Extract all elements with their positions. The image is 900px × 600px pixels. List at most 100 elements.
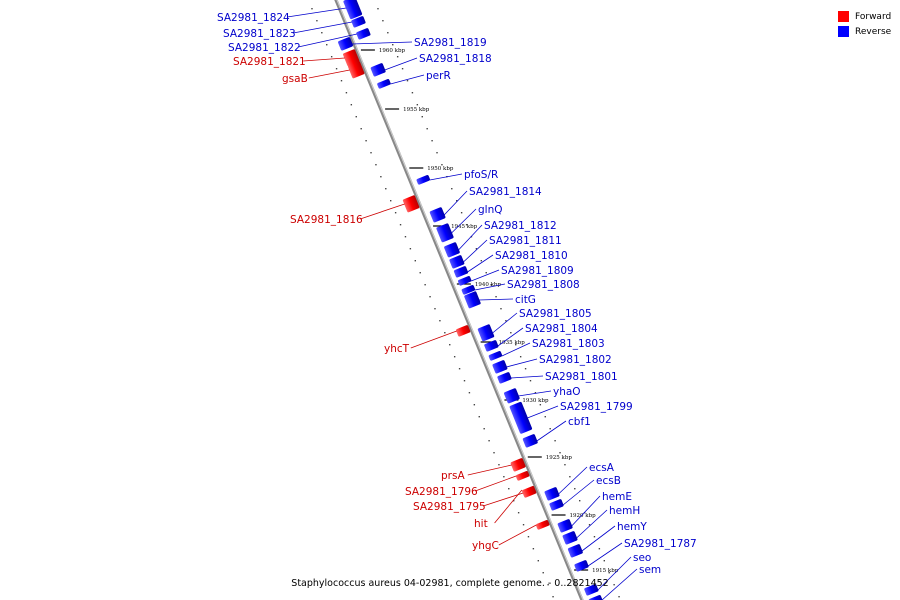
- gene-block[interactable]: [497, 372, 512, 384]
- gene-block[interactable]: [370, 63, 386, 77]
- gene-arrow-SA2981_1821[interactable]: [343, 49, 360, 67]
- gene-arrow-hemY[interactable]: [567, 544, 583, 558]
- gene-label[interactable]: ecsB: [596, 475, 621, 487]
- gene-label[interactable]: SA2981_1799: [560, 401, 633, 413]
- gene-block[interactable]: [544, 487, 560, 501]
- gene-arrow-SA2981_1808[interactable]: [461, 285, 476, 295]
- gene-label[interactable]: seo: [633, 552, 651, 564]
- gene-arrow-citG[interactable]: [464, 291, 481, 309]
- gene-block[interactable]: [456, 325, 471, 337]
- gene-block[interactable]: [522, 434, 538, 448]
- gene-arrow-seo[interactable]: [584, 584, 599, 596]
- gene-arrow-SA2981_1799[interactable]: [509, 401, 533, 434]
- gene-block[interactable]: [574, 560, 589, 572]
- gene-label[interactable]: pfoS/R: [464, 169, 498, 181]
- gene-block[interactable]: [343, 0, 363, 20]
- gene-label[interactable]: SA2981_1808: [507, 279, 580, 291]
- gene-arrow-ecsB[interactable]: [549, 499, 564, 511]
- gene-label[interactable]: hemE: [602, 491, 632, 503]
- gene-block[interactable]: [356, 28, 371, 40]
- gene-block[interactable]: [347, 61, 365, 79]
- gene-arrow-hemE[interactable]: [557, 519, 573, 533]
- gene-arrow-hemH[interactable]: [562, 531, 578, 545]
- gene-arrow-yhgC[interactable]: [536, 520, 550, 530]
- gene-label[interactable]: hemH: [609, 505, 640, 517]
- gene-label[interactable]: glnQ: [478, 204, 503, 216]
- gene-label[interactable]: SA2981_1814: [469, 186, 542, 198]
- gene-block[interactable]: [510, 458, 526, 472]
- gene-block[interactable]: [453, 266, 469, 278]
- gene-block[interactable]: [557, 519, 573, 533]
- gene-block[interactable]: [416, 175, 430, 185]
- gene-arrow-SA2981_1816[interactable]: [402, 195, 420, 213]
- gene-block[interactable]: [522, 488, 537, 498]
- gene-label[interactable]: SA2981_1822: [228, 42, 301, 54]
- gene-label[interactable]: cbf1: [568, 416, 591, 428]
- gene-label[interactable]: SA2981_1812: [484, 220, 557, 232]
- gene-block[interactable]: [484, 340, 499, 352]
- gene-arrow-sem[interactable]: [588, 595, 603, 600]
- gene-block[interactable]: [377, 79, 391, 89]
- gene-label[interactable]: perR: [426, 70, 451, 82]
- gene-arrow-SA2981_1795[interactable]: [522, 488, 537, 498]
- gene-block[interactable]: [536, 520, 550, 530]
- gene-block[interactable]: [351, 16, 366, 28]
- gene-block[interactable]: [492, 360, 508, 374]
- gene-label[interactable]: SA2981_1821: [233, 56, 306, 68]
- gene-block[interactable]: [449, 255, 465, 269]
- gene-block[interactable]: [429, 207, 446, 223]
- gene-block[interactable]: [509, 401, 533, 434]
- gene-arrow-SA2981_1804[interactable]: [484, 340, 499, 352]
- gene-label[interactable]: SA2981_1795: [413, 501, 486, 513]
- gene-label[interactable]: yhgC: [472, 540, 499, 552]
- gene-arrow-SA2981_1796[interactable]: [515, 471, 530, 481]
- gene-block[interactable]: [522, 485, 536, 495]
- gene-block[interactable]: [515, 471, 530, 481]
- gene-arrow-SA2981_1822[interactable]: [356, 28, 371, 40]
- gene-arrow-SA2981_1803[interactable]: [488, 351, 503, 361]
- gene-arrow-SA2981_1811[interactable]: [449, 255, 465, 269]
- gene-label[interactable]: SA2981_1801: [545, 371, 618, 383]
- gene-arrow-pfoS/R[interactable]: [416, 175, 430, 185]
- gene-arrow-yhaO[interactable]: [504, 388, 521, 404]
- gene-arrow-SA2981_1818[interactable]: [370, 63, 386, 77]
- gene-label[interactable]: yhaO: [553, 386, 581, 398]
- gene-label[interactable]: SA2981_1809: [501, 265, 574, 277]
- gene-label[interactable]: hemY: [617, 521, 647, 533]
- gene-label[interactable]: SA2981_1805: [519, 308, 592, 320]
- gene-arrow-prsA[interactable]: [510, 458, 526, 472]
- gene-label[interactable]: SA2981_1823: [223, 28, 296, 40]
- gene-arrow-gsaB[interactable]: [347, 61, 365, 79]
- gene-block[interactable]: [436, 223, 454, 243]
- gene-arrow-SA2981_1814[interactable]: [429, 207, 446, 223]
- gene-arrow-perR[interactable]: [377, 79, 391, 89]
- gene-arrow-glnQ[interactable]: [436, 223, 454, 243]
- gene-label[interactable]: SA2981_1787: [624, 538, 697, 550]
- gene-block[interactable]: [343, 49, 360, 67]
- gene-label[interactable]: sem: [639, 564, 661, 576]
- gene-label[interactable]: SA2981_1819: [414, 37, 487, 49]
- gene-arrow-SA2981_1824[interactable]: [343, 0, 363, 20]
- gene-label[interactable]: SA2981_1824: [217, 12, 290, 24]
- gene-label[interactable]: SA2981_1816: [290, 214, 363, 226]
- gene-arrow-hit[interactable]: [522, 485, 536, 495]
- gene-arrow-SA2981_1809[interactable]: [457, 276, 472, 286]
- gene-arrow-SA2981_1805[interactable]: [477, 324, 495, 342]
- gene-label[interactable]: SA2981_1802: [539, 354, 612, 366]
- gene-block[interactable]: [588, 595, 603, 600]
- gene-arrow-SA2981_1823[interactable]: [351, 16, 366, 28]
- gene-label[interactable]: yhcT: [384, 343, 410, 355]
- gene-label[interactable]: hit: [474, 518, 488, 530]
- gene-arrow-cbf1[interactable]: [522, 434, 538, 448]
- gene-block[interactable]: [488, 351, 503, 361]
- gene-arrow-yhcT[interactable]: [456, 325, 471, 337]
- gene-block[interactable]: [567, 544, 583, 558]
- gene-label[interactable]: gsaB: [282, 73, 308, 85]
- gene-block[interactable]: [584, 584, 599, 596]
- gene-arrow-SA2981_1801[interactable]: [497, 372, 512, 384]
- gene-block[interactable]: [477, 324, 495, 342]
- gene-block[interactable]: [504, 388, 521, 404]
- gene-label[interactable]: prsA: [441, 470, 465, 482]
- gene-block[interactable]: [549, 499, 564, 511]
